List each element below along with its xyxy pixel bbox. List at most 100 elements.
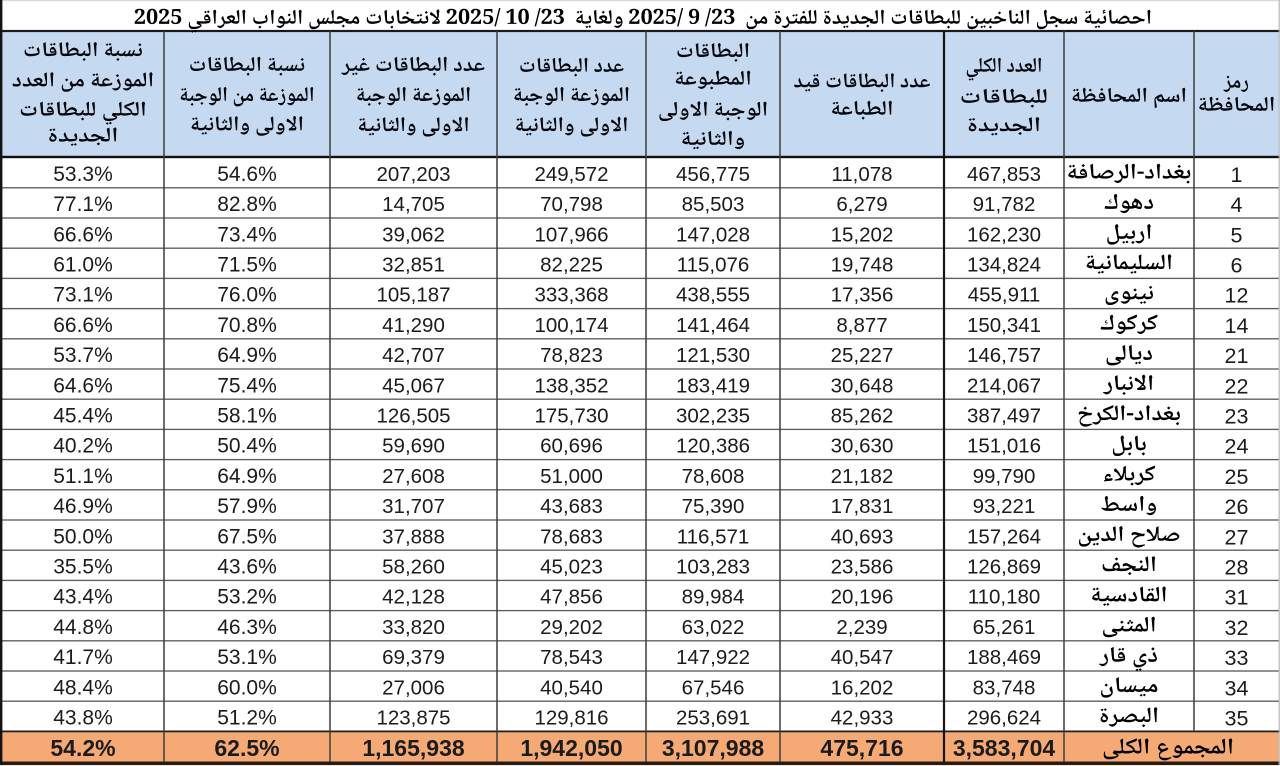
svg-text:438,555: 438,555 [676,284,750,307]
svg-text:30,630: 30,630 [831,435,894,458]
svg-text:15,202: 15,202 [831,223,894,246]
svg-text:129,816: 129,816 [534,707,608,730]
svg-text:141,464: 141,464 [676,314,750,337]
svg-text:157,264: 157,264 [967,525,1041,548]
svg-text:46.9%: 46.9% [53,495,113,518]
svg-text:58,260: 58,260 [382,556,445,579]
svg-text:21: 21 [1225,344,1249,368]
svg-text:40.2%: 40.2% [53,435,113,458]
svg-text:82.8%: 82.8% [217,193,277,216]
svg-text:78,683: 78,683 [540,525,603,548]
svg-text:89,984: 89,984 [682,586,745,609]
svg-text:8,877: 8,877 [836,314,887,337]
svg-text:46.3%: 46.3% [217,616,277,639]
svg-text:207,203: 207,203 [376,163,450,186]
svg-text:105,187: 105,187 [376,284,450,307]
svg-text:150,341: 150,341 [967,314,1041,337]
svg-text:64.9%: 64.9% [217,344,277,367]
svg-text:78,823: 78,823 [540,344,603,367]
svg-text:17,831: 17,831 [831,495,894,518]
svg-text:467,853: 467,853 [967,163,1041,186]
svg-text:60.0%: 60.0% [217,676,277,699]
svg-text:2,239: 2,239 [836,616,887,639]
svg-text:40,547: 40,547 [831,646,894,669]
svg-text:302,235: 302,235 [676,405,750,428]
svg-text:120,386: 120,386 [676,435,750,458]
svg-text:30,648: 30,648 [831,374,894,397]
svg-text:40,693: 40,693 [831,525,894,548]
svg-text:61.0%: 61.0% [53,254,113,277]
svg-text:62.5%: 62.5% [214,735,279,761]
svg-text:1,165,938: 1,165,938 [362,735,465,761]
svg-text:100,174: 100,174 [534,314,608,337]
svg-text:44.8%: 44.8% [53,616,113,639]
svg-text:296,624: 296,624 [967,707,1041,730]
svg-text:387,497: 387,497 [967,405,1041,428]
svg-text:20,196: 20,196 [831,586,894,609]
svg-text:147,922: 147,922 [676,646,750,669]
svg-text:76.0%: 76.0% [217,284,277,307]
svg-text:25,227: 25,227 [831,344,894,367]
svg-text:116,571: 116,571 [677,525,750,548]
svg-text:73.1%: 73.1% [53,284,113,307]
svg-text:53.3%: 53.3% [53,163,113,186]
svg-text:6: 6 [1231,254,1243,278]
svg-text:67,546: 67,546 [682,676,745,699]
svg-text:25: 25 [1225,465,1249,489]
svg-text:37,888: 37,888 [382,525,445,548]
svg-text:43.8%: 43.8% [53,707,113,730]
svg-text:33: 33 [1225,646,1249,670]
svg-text:27: 27 [1225,525,1249,549]
svg-text:175,730: 175,730 [534,405,608,428]
svg-text:29,202: 29,202 [540,616,603,639]
svg-text:58.1%: 58.1% [217,405,277,428]
svg-text:16,202: 16,202 [831,676,894,699]
svg-text:31,707: 31,707 [382,495,445,518]
svg-text:91,782: 91,782 [973,193,1036,216]
svg-text:50.4%: 50.4% [217,435,277,458]
svg-text:78,608: 78,608 [682,465,745,488]
svg-text:115,076: 115,076 [677,254,750,277]
svg-text:43.6%: 43.6% [217,556,277,579]
svg-text:22: 22 [1225,374,1249,398]
svg-text:1,942,050: 1,942,050 [520,735,622,761]
svg-text:75.4%: 75.4% [217,374,277,397]
svg-text:147,028: 147,028 [676,223,750,246]
svg-text:34: 34 [1225,676,1249,700]
svg-text:53.7%: 53.7% [53,344,113,367]
svg-text:59,690: 59,690 [382,435,445,458]
svg-text:123,875: 123,875 [376,707,450,730]
svg-text:23,586: 23,586 [831,556,894,579]
svg-text:64.9%: 64.9% [217,465,277,488]
svg-text:70,798: 70,798 [540,193,603,216]
svg-text:65,261: 65,261 [973,616,1036,639]
svg-text:54.2%: 54.2% [50,735,115,761]
svg-text:54.6%: 54.6% [217,163,277,186]
svg-text:83,748: 83,748 [973,676,1036,699]
svg-text:183,419: 183,419 [676,374,750,397]
svg-text:249,572: 249,572 [534,163,608,186]
svg-text:40,540: 40,540 [540,676,603,699]
svg-text:1: 1 [1231,163,1243,187]
svg-text:53.1%: 53.1% [217,646,277,669]
svg-text:5: 5 [1231,223,1243,247]
svg-text:60,696: 60,696 [540,435,603,458]
svg-text:66.6%: 66.6% [53,314,113,337]
svg-text:31: 31 [1225,586,1249,610]
svg-text:42,933: 42,933 [831,707,894,730]
svg-text:27,608: 27,608 [382,465,445,488]
svg-text:19,748: 19,748 [831,254,894,277]
svg-text:162,230: 162,230 [967,223,1041,246]
svg-text:17,356: 17,356 [831,284,894,307]
svg-text:82,225: 82,225 [540,254,603,277]
svg-text:45.4%: 45.4% [53,405,113,428]
svg-text:214,067: 214,067 [967,374,1041,397]
svg-text:66.6%: 66.6% [53,223,113,246]
svg-text:70.8%: 70.8% [217,314,277,337]
svg-text:41,290: 41,290 [382,314,445,337]
svg-text:71.5%: 71.5% [217,254,277,277]
svg-text:45,067: 45,067 [382,374,445,397]
svg-text:43.4%: 43.4% [53,586,113,609]
svg-text:57.9%: 57.9% [217,495,277,518]
svg-text:3,107,988: 3,107,988 [662,735,765,761]
